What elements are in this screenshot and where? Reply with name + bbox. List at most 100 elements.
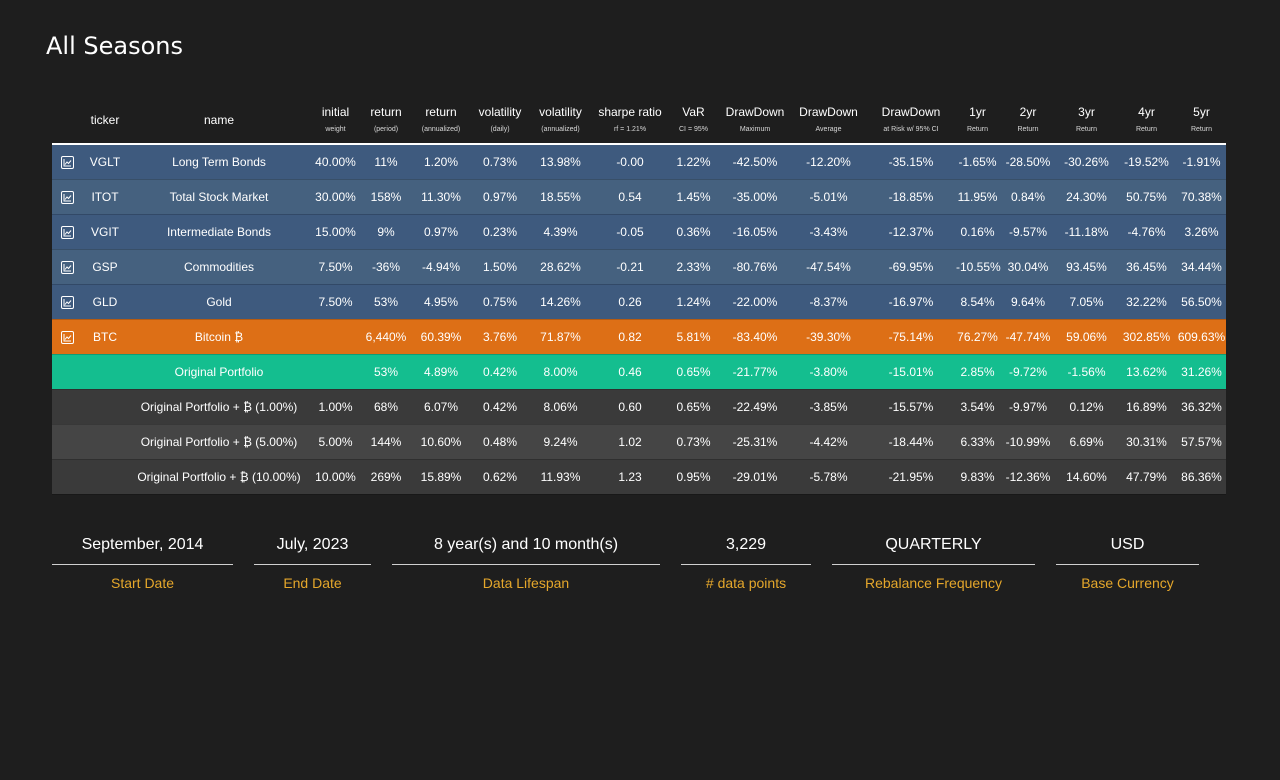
chart-icon[interactable] — [60, 190, 74, 204]
chart-icon[interactable] — [60, 260, 74, 274]
ticker-cell — [82, 353, 128, 390]
value-cell: 0.60 — [592, 389, 668, 425]
column-header-label: sharpe ratio — [598, 104, 662, 119]
value-cell: 0.73% — [668, 424, 719, 460]
table-row: VGLT Long Term Bonds 40.00% 11% 1.20% 0.73% 13… — [52, 144, 1226, 180]
value-cell: -80.76% — [719, 249, 791, 285]
name-cell: Original Portfolio + ₿ (5.00%) — [128, 424, 310, 460]
value-cell: -10.99% — [999, 424, 1057, 460]
stat-label: Rebalance Frequency — [865, 575, 1002, 591]
portfolio-table: ticker name initial weight return (period) ret… — [52, 96, 1226, 495]
value-cell: 36.45% — [1116, 249, 1177, 285]
value-cell: 60.39% — [411, 319, 471, 355]
column-header: return (period) — [361, 96, 411, 145]
value-cell: -4.76% — [1116, 214, 1177, 250]
column-header-label: return — [425, 104, 457, 119]
value-cell: -8.37% — [791, 284, 866, 320]
value-cell: 3.54% — [956, 389, 999, 425]
column-header-sublabel: weight — [325, 125, 346, 133]
value-cell: 0.97% — [471, 179, 529, 215]
column-header: volatility (daily) — [471, 96, 529, 145]
value-cell: 6.33% — [956, 424, 999, 460]
value-cell: 71.87% — [529, 319, 592, 355]
chart-icon[interactable] — [60, 225, 74, 239]
value-cell: -5.78% — [791, 459, 866, 495]
value-cell: -83.40% — [719, 319, 791, 355]
row-chart-cell[interactable] — [52, 319, 82, 355]
row-chart-cell[interactable] — [52, 144, 82, 180]
value-cell: 5.81% — [668, 319, 719, 355]
table-row: Original Portfolio + ₿ (5.00%) 5.00% 144% 1… — [52, 424, 1226, 460]
value-cell: 7.05% — [1057, 284, 1116, 320]
column-header: 1yr Return — [956, 96, 999, 145]
row-chart-cell[interactable] — [52, 284, 82, 320]
column-header-sublabel: (annualized) — [421, 125, 461, 133]
value-cell: 0.54 — [592, 179, 668, 215]
value-cell: 0.46 — [592, 353, 668, 390]
column-header-label: volatility — [539, 104, 582, 119]
value-cell: 14.60% — [1057, 459, 1116, 495]
value-cell: 4.39% — [529, 214, 592, 250]
table-row: GLD Gold 7.50% 53% 4.95% 0.75% 14.26% 0.26 1.24%… — [52, 284, 1226, 320]
value-cell: -9.72% — [999, 353, 1057, 390]
value-cell: -22.00% — [719, 284, 791, 320]
value-cell: 53% — [361, 284, 411, 320]
column-header-label: 3yr — [1078, 104, 1095, 119]
value-cell: 6.69% — [1057, 424, 1116, 460]
chart-icon[interactable] — [60, 155, 74, 169]
value-cell: 14.26% — [529, 284, 592, 320]
value-cell: 0.75% — [471, 284, 529, 320]
value-cell: -39.30% — [791, 319, 866, 355]
table-row: Original Portfolio + ₿ (10.00%) 10.00% 269… — [52, 459, 1226, 495]
value-cell: 0.48% — [471, 424, 529, 460]
column-header-label: name — [203, 112, 235, 127]
stat-end-date: July, 2023 End Date — [254, 533, 371, 591]
value-cell: 50.75% — [1116, 179, 1177, 215]
stat-value: 8 year(s) and 10 month(s) — [392, 533, 660, 565]
value-cell: -35.00% — [719, 179, 791, 215]
row-chart-cell[interactable] — [52, 249, 82, 285]
chart-icon[interactable] — [60, 295, 74, 309]
value-cell: 40.00% — [310, 144, 361, 180]
value-cell: 9.83% — [956, 459, 999, 495]
value-cell: 0.97% — [411, 214, 471, 250]
column-header: name — [128, 96, 310, 145]
column-header: 2yr Return — [999, 96, 1057, 145]
chart-icon[interactable] — [60, 330, 74, 344]
value-cell: 10.00% — [310, 459, 361, 495]
stat-base-currency: USD Base Currency — [1056, 533, 1199, 591]
value-cell: 9.64% — [999, 284, 1057, 320]
column-header-sublabel: Average — [815, 125, 842, 133]
table-row: VGIT Intermediate Bonds 15.00% 9% 0.97% 0.23%… — [52, 214, 1226, 250]
column-header-label: initial — [321, 104, 350, 119]
value-cell: -47.54% — [791, 249, 866, 285]
value-cell: -28.50% — [999, 144, 1057, 180]
column-header-sublabel: Return — [1075, 125, 1097, 133]
value-cell: -1.65% — [956, 144, 999, 180]
value-cell: -10.55% — [956, 249, 1001, 285]
value-cell: -69.95% — [866, 249, 956, 285]
column-header-sublabel: rf = 1.21% — [613, 125, 647, 133]
value-cell: 6.07% — [411, 389, 471, 425]
value-cell: -36% — [361, 249, 411, 285]
value-cell: 31.26% — [1177, 353, 1226, 390]
value-cell: -0.00 — [592, 144, 668, 180]
value-cell: 0.82 — [592, 319, 668, 355]
stat-label: Data Lifespan — [482, 575, 570, 591]
row-chart-cell[interactable] — [52, 179, 82, 215]
name-cell: Original Portfolio + ₿ (1.00%) — [128, 389, 310, 425]
row-chart-cell — [52, 389, 82, 425]
value-cell: -4.42% — [791, 424, 866, 460]
value-cell: -3.85% — [791, 389, 866, 425]
value-cell: 4.95% — [411, 284, 471, 320]
value-cell: -15.01% — [866, 353, 956, 390]
value-cell: 2.85% — [956, 353, 999, 390]
ticker-cell: GSP — [82, 249, 128, 285]
row-chart-cell[interactable] — [52, 214, 82, 250]
row-chart-cell — [52, 424, 82, 460]
column-header-label: DrawDown — [799, 104, 858, 119]
ticker-cell: GLD — [82, 284, 128, 320]
value-cell: 9% — [361, 214, 411, 250]
column-header-sublabel: Maximum — [739, 125, 771, 133]
value-cell: 30.00% — [310, 179, 361, 215]
